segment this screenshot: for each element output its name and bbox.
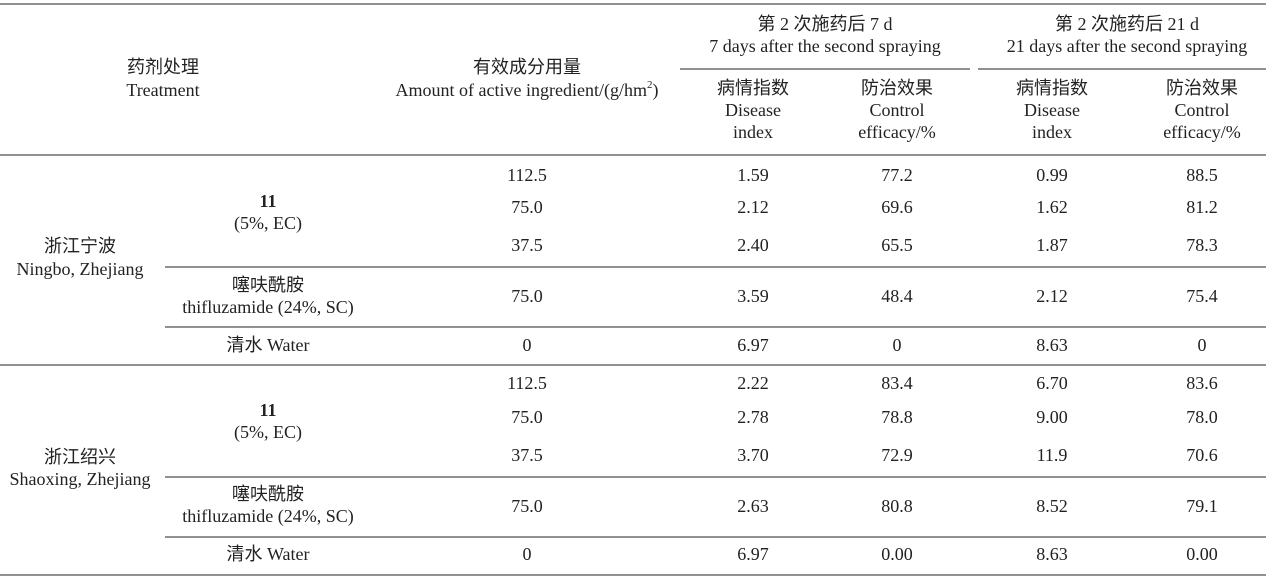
cell: 80.8 xyxy=(881,496,913,516)
cell: 6.70 xyxy=(1036,373,1068,393)
column-header: index xyxy=(1032,122,1072,142)
cell: 75.0 xyxy=(511,286,543,306)
amount-header: 有效成分用量 xyxy=(473,57,581,77)
cell: 1.62 xyxy=(1036,197,1068,217)
group-title: 第 2 次施药后 7 d xyxy=(758,14,893,34)
cell: 2.78 xyxy=(737,407,769,427)
site-name: 浙江宁波 xyxy=(44,236,116,256)
cell: 79.1 xyxy=(1186,496,1218,516)
cell: 69.6 xyxy=(881,197,913,217)
column-header: Control xyxy=(1174,100,1229,120)
cell: 0.00 xyxy=(881,544,913,564)
agent-label: (5%, EC) xyxy=(234,213,302,234)
group-title: 21 days after the second spraying xyxy=(1007,36,1247,56)
site-name: Ningbo, Zhejiang xyxy=(17,259,144,279)
cell: 88.5 xyxy=(1186,165,1218,185)
amount-sup: 2 xyxy=(647,79,653,91)
site-name: 浙江绍兴 xyxy=(44,447,116,467)
cell: 78.3 xyxy=(1186,235,1218,255)
cell: 75.0 xyxy=(511,407,543,427)
cell: 8.63 xyxy=(1036,335,1068,355)
cell: 37.5 xyxy=(511,235,543,255)
cell: 3.70 xyxy=(737,445,769,465)
cell: 2.63 xyxy=(737,496,769,516)
agent-label: 清水 Water xyxy=(226,335,309,355)
cell: 48.4 xyxy=(881,286,913,306)
column-header: Disease xyxy=(725,100,781,120)
cell: 6.97 xyxy=(737,544,769,564)
cell: 2.12 xyxy=(737,197,769,217)
cell: 0 xyxy=(893,335,902,355)
cell: 112.5 xyxy=(507,373,547,393)
column-header: 防治效果 xyxy=(861,78,933,98)
cell: 11.9 xyxy=(1037,445,1068,465)
cell: 0 xyxy=(523,544,532,564)
column-header: 病情指数 xyxy=(1016,78,1088,98)
cell: 9.00 xyxy=(1036,407,1068,427)
cell: 72.9 xyxy=(881,445,913,465)
cell: 78.8 xyxy=(881,407,913,427)
cell: 78.0 xyxy=(1186,407,1218,427)
agent-label: 11 xyxy=(259,191,276,211)
column-header: Disease xyxy=(1024,100,1080,120)
column-header: 防治效果 xyxy=(1166,78,1238,98)
cell: 75.4 xyxy=(1186,286,1218,306)
cell: 2.22 xyxy=(737,373,769,393)
cell: 1.59 xyxy=(737,165,769,185)
agent-label: 噻呋酰胺 xyxy=(232,275,304,295)
group-title: 第 2 次施药后 21 d xyxy=(1055,14,1199,34)
cell: 0 xyxy=(1198,335,1207,355)
cell: 70.6 xyxy=(1186,445,1218,465)
amount-text: Amount of active ingredient/(g/hm xyxy=(396,80,647,101)
cell: 8.63 xyxy=(1036,544,1068,564)
agent-label: (5%, EC) xyxy=(234,422,302,443)
agent-label: thifluzamide (24%, SC) xyxy=(182,297,353,318)
column-header: efficacy/% xyxy=(1163,122,1241,142)
amount-header-en: Amount of active ingredient/(g/hm2) xyxy=(396,79,659,102)
cell: 1.87 xyxy=(1036,235,1068,255)
cell: 2.40 xyxy=(737,235,769,255)
agent-label: 清水 Water xyxy=(226,544,309,564)
cell: 77.2 xyxy=(881,165,913,185)
column-header: index xyxy=(733,122,773,142)
cell: 6.97 xyxy=(737,335,769,355)
agent-label: 噻呋酰胺 xyxy=(232,484,304,504)
cell: 3.59 xyxy=(737,286,769,306)
site-name: Shaoxing, Zhejiang xyxy=(10,469,151,489)
cell: 0 xyxy=(523,335,532,355)
cell: 75.0 xyxy=(511,197,543,217)
cell: 83.4 xyxy=(881,373,913,393)
cell: 37.5 xyxy=(511,445,543,465)
amount-text: ) xyxy=(652,80,658,101)
column-header: Control xyxy=(869,100,924,120)
column-header: 病情指数 xyxy=(717,78,789,98)
cell: 65.5 xyxy=(881,235,913,255)
agent-label: thifluzamide (24%, SC) xyxy=(182,506,353,527)
treatment-header: 药剂处理 xyxy=(127,57,199,77)
cell: 8.52 xyxy=(1036,496,1068,516)
cell: 75.0 xyxy=(511,496,543,516)
column-header: efficacy/% xyxy=(858,122,936,142)
group-title: 7 days after the second spraying xyxy=(709,36,940,56)
cell: 81.2 xyxy=(1186,197,1218,217)
cell: 0.99 xyxy=(1036,165,1068,185)
cell: 2.12 xyxy=(1036,286,1068,306)
cell: 112.5 xyxy=(507,165,547,185)
treatment-header: Treatment xyxy=(126,80,199,100)
cell: 0.00 xyxy=(1186,544,1218,564)
cell: 83.6 xyxy=(1186,373,1218,393)
agent-label: 11 xyxy=(259,400,276,420)
